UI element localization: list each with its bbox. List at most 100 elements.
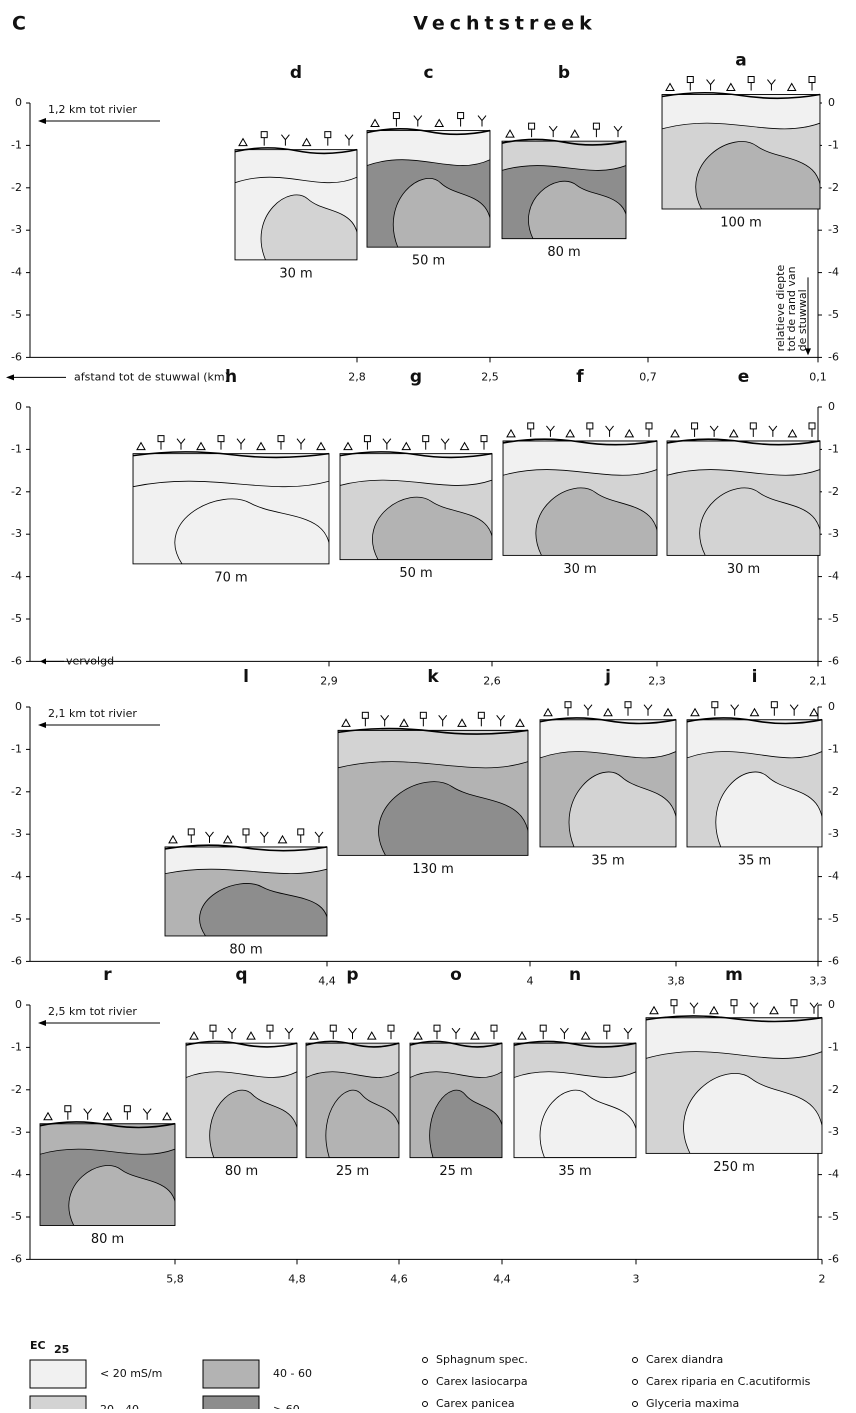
symbol [788,430,796,437]
symbol [707,80,715,91]
left-note: 1,2 km tot rivier [48,103,137,116]
symbol [506,130,514,137]
symbol [565,702,571,708]
section-width: 35 m [591,853,624,868]
depth-label: 0 [15,998,22,1011]
depth-label: 0 [828,700,835,713]
depth-label: -5 [11,1210,22,1223]
depth-label: -3 [11,527,22,540]
section-fill [340,454,493,560]
distance-label: 4 [527,974,534,987]
symbol [260,832,268,843]
symbol [458,113,464,119]
cap [662,95,820,129]
symbol [368,1032,376,1039]
section-letter: r [103,965,112,985]
distance-label: 4,4 [318,974,336,987]
symbol [692,423,698,429]
section-width: 80 m [225,1164,258,1179]
legend-swatch [203,1396,259,1409]
section-letter: h [225,367,237,387]
depth-label: -1 [11,442,22,455]
species-label: Carex panicea [436,1397,515,1409]
symbol [604,709,612,716]
cap [502,141,626,170]
symbol [664,709,672,716]
symbol [400,719,408,726]
species-symbol [423,1358,428,1363]
depth-label: -3 [828,527,839,540]
symbol [730,430,738,437]
section-width: 80 m [547,245,580,260]
section-letter: a [735,51,746,71]
symbol [497,715,505,726]
symbol [345,135,353,146]
depth-label: -5 [828,612,839,625]
arrowhead [6,374,14,380]
depth-label: -4 [828,266,839,279]
cap [410,1043,502,1077]
legend-label: 20 - 40 [100,1403,139,1409]
section-fill [133,454,330,564]
left-note: 2,1 km tot rivier [48,707,137,720]
depth-label: 0 [828,96,835,109]
section-fill [306,1043,401,1157]
symbol [298,829,304,835]
distance-label: 2,3 [648,674,666,687]
cap [687,720,822,758]
legend-label: > 60 [273,1403,300,1409]
legend-title: EC [30,1339,46,1352]
arrowhead [40,658,46,664]
symbol [281,135,289,146]
section: i35 m [687,667,823,868]
section-fill [687,720,823,847]
symbol [190,1032,198,1039]
depth-label: -4 [828,1168,839,1181]
section-fill [186,1043,299,1157]
symbol [310,1032,318,1039]
cap [514,1043,636,1077]
panel-label: C [12,13,26,35]
species-symbol [633,1358,638,1363]
species-symbol [423,1380,428,1385]
symbol [791,1000,797,1006]
symbol [414,1032,422,1039]
section: d30 m [235,63,359,281]
depth-label: -1 [828,742,839,755]
symbol [587,423,593,429]
symbol [104,1113,112,1120]
section-width: 100 m [720,216,762,231]
depth-label: -2 [828,785,839,798]
depth-label: -4 [828,870,839,883]
left-note: 2,5 km tot rivier [48,1005,137,1018]
bottom-note: afstand tot de stuwwal (km) [74,370,229,383]
depth-label: -6 [828,1252,839,1265]
section-fill [235,150,359,260]
title: Vechtstreek [413,13,597,35]
symbol [666,84,674,91]
depth-label: -6 [828,654,839,667]
species-label: Carex riparia en C.acutiformis [646,1375,811,1388]
section-letter: b [558,63,570,83]
section-letter: k [427,667,439,687]
symbol [383,439,391,450]
depth-label: -4 [11,570,22,583]
legend-swatch [30,1396,86,1409]
symbol [727,84,735,91]
symbol [644,705,652,716]
symbol [362,712,368,718]
symbol [624,1028,632,1039]
depth-label: 0 [15,400,22,413]
distance-label: 3,8 [667,974,685,987]
section-width: 30 m [727,562,760,577]
section-letter: o [450,965,462,985]
species-label: Carex diandra [646,1353,723,1366]
section: h70 m [133,367,330,585]
distance-label: 2,8 [348,370,366,383]
section: l80 m [165,667,328,957]
symbol [809,77,815,83]
section-letter: m [725,965,743,985]
symbol [529,123,535,129]
depth-label: -5 [828,912,839,925]
symbol [188,829,194,835]
